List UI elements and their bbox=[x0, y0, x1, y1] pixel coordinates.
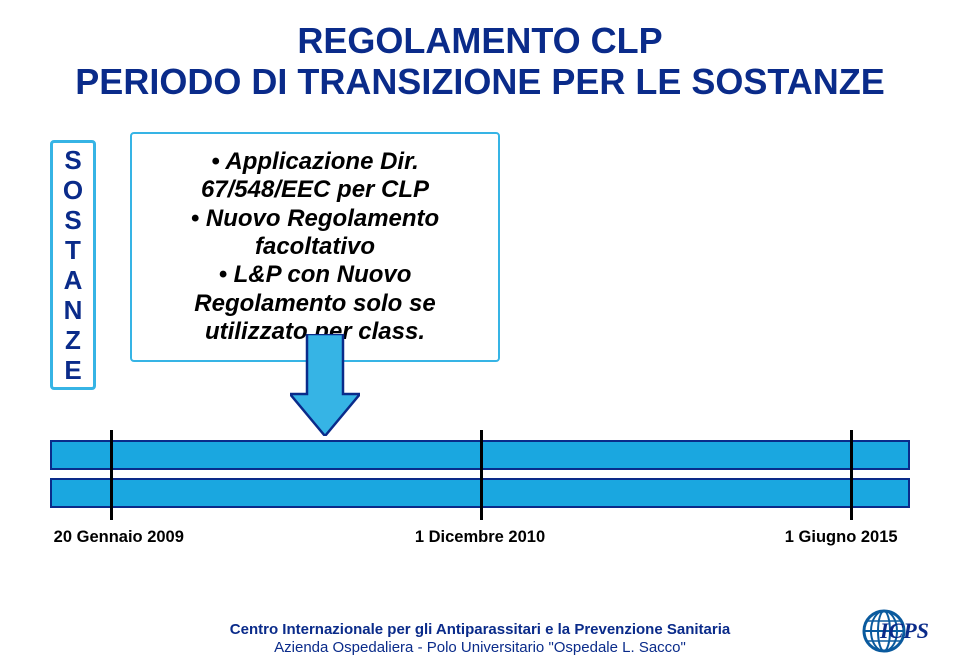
timeline-label: 1 Giugno 2015 bbox=[785, 528, 898, 547]
logo-text: ICPS bbox=[879, 618, 929, 643]
callout-list: Applicazione Dir. 67/548/EEC per CLP Nuo… bbox=[144, 148, 486, 346]
logo-icps-icon: ICPS bbox=[862, 608, 932, 654]
sostanze-letter: O bbox=[63, 177, 83, 203]
sostanze-vertical-box: S O S T A N Z E bbox=[50, 140, 96, 390]
sostanze-letter: S bbox=[64, 207, 81, 233]
down-arrow-icon bbox=[290, 334, 360, 404]
sostanze-letter: A bbox=[64, 267, 83, 293]
timeline-tick bbox=[480, 430, 483, 520]
sostanze-letter: Z bbox=[65, 327, 81, 353]
sostanze-letter: E bbox=[64, 357, 81, 383]
sostanze-letter: S bbox=[64, 147, 81, 173]
timeline-tick bbox=[850, 430, 853, 520]
timeline-label: 20 Gennaio 2009 bbox=[54, 528, 184, 547]
sostanze-letter: N bbox=[64, 297, 83, 323]
timeline-tick bbox=[110, 430, 113, 520]
footer-line-1: Centro Internazionale per gli Antiparass… bbox=[0, 621, 960, 640]
slide-title: REGOLAMENTO CLP PERIODO DI TRANSIZIONE P… bbox=[0, 0, 960, 103]
timeline: 20 Gennaio 2009 1 Dicembre 2010 1 Giugno… bbox=[40, 430, 920, 520]
title-line-1: REGOLAMENTO CLP bbox=[0, 20, 960, 61]
footer-line-2: Azienda Ospedaliera - Polo Universitario… bbox=[0, 639, 960, 658]
title-line-2: PERIODO DI TRANSIZIONE PER LE SOSTANZE bbox=[0, 61, 960, 102]
callout-item: Nuovo Regolamento facoltativo bbox=[144, 205, 486, 262]
timeline-label: 1 Dicembre 2010 bbox=[415, 528, 545, 547]
sostanze-letter: T bbox=[65, 237, 81, 263]
arrow-shape bbox=[290, 334, 360, 436]
content-area: S O S T A N Z E Applicazione Dir. 67/548… bbox=[40, 130, 920, 540]
callout-item: Applicazione Dir. 67/548/EEC per CLP bbox=[144, 148, 486, 205]
footer: Centro Internazionale per gli Antiparass… bbox=[0, 621, 960, 659]
callout-box: Applicazione Dir. 67/548/EEC per CLP Nuo… bbox=[130, 132, 500, 362]
